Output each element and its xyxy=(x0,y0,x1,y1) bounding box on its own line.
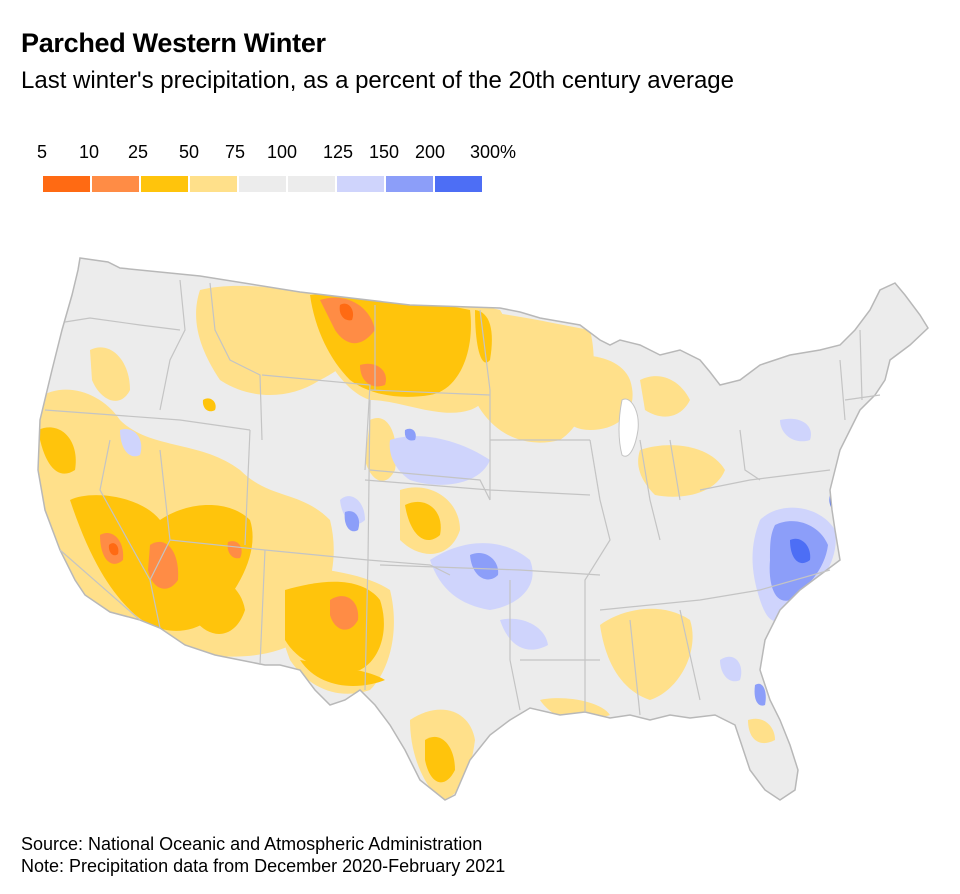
legend-label: 125 xyxy=(322,142,354,162)
legend-swatch-50-75 xyxy=(190,176,237,192)
legend-swatch-100-125 xyxy=(288,176,335,192)
chart-subtitle: Last winter's precipitation, as a percen… xyxy=(21,67,734,94)
legend-label: 100 xyxy=(266,142,298,162)
legend-label: 10 xyxy=(78,142,100,162)
legend-label: 200 xyxy=(414,142,446,162)
legend-swatch-5-10 xyxy=(43,176,90,192)
legend-label: 50 xyxy=(178,142,200,162)
legend-label: 300% xyxy=(469,142,517,162)
source-note: Source: National Oceanic and Atmospheric… xyxy=(21,834,483,854)
data-note: Note: Precipitation data from December 2… xyxy=(21,856,506,876)
color-legend: 5 10 25 50 75 100 125 150 200 300% xyxy=(0,140,600,200)
legend-label: 5 xyxy=(36,142,48,162)
legend-swatch-200-300 xyxy=(435,176,482,192)
chart-title: Parched Western Winter xyxy=(21,28,326,58)
legend-swatch-25-50 xyxy=(141,176,188,192)
chart-footer: Source: National Oceanic and Atmospheric… xyxy=(21,833,505,877)
legend-swatch-150-200 xyxy=(386,176,433,192)
legend-swatch-10-25 xyxy=(92,176,139,192)
legend-label: 25 xyxy=(127,142,149,162)
legend-swatch-75-100 xyxy=(239,176,286,192)
legend-label: 75 xyxy=(224,142,246,162)
us-precipitation-map xyxy=(37,257,929,801)
legend-swatch-125-150 xyxy=(337,176,384,192)
legend-label: 150 xyxy=(368,142,400,162)
